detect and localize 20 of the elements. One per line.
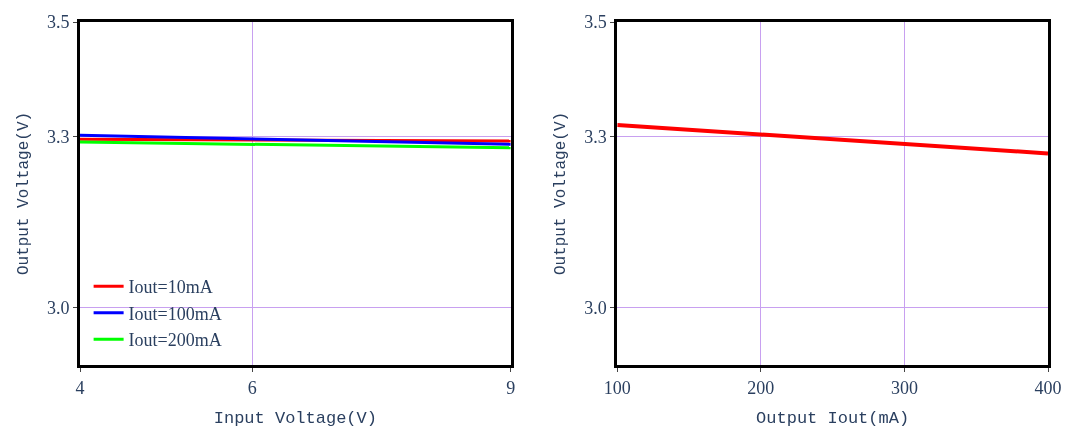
x-tick-label: 400 xyxy=(1034,377,1062,398)
y-tick-label: 3.0 xyxy=(584,298,607,319)
x-tick-label: 6 xyxy=(247,377,257,398)
legend-label: Iout=100mA xyxy=(128,303,222,324)
x-tick-label: 4 xyxy=(75,377,85,398)
legend-label: Iout=10mA xyxy=(128,277,213,298)
y-tick-label: 3.3 xyxy=(46,126,70,147)
x-axis-title: Input Voltage(V) xyxy=(213,409,377,428)
y-tick-label: 3.0 xyxy=(46,298,70,319)
y-axis-title: Output Voltage(V) xyxy=(552,111,571,276)
x-tick-label: 9 xyxy=(506,377,516,398)
x-axis-title: Output Iout(mA) xyxy=(756,409,910,428)
y-tick-label: 3.5 xyxy=(46,12,70,33)
legend-label: Iout=200mA xyxy=(128,330,222,351)
y-tick-label: 3.3 xyxy=(584,126,607,147)
y-tick-label: 3.5 xyxy=(584,12,607,33)
x-tick-label: 100 xyxy=(603,377,631,398)
x-tick-label: 300 xyxy=(890,377,918,398)
y-axis-title: Output Voltage(V) xyxy=(14,111,33,276)
x-tick-label: 200 xyxy=(747,377,775,398)
